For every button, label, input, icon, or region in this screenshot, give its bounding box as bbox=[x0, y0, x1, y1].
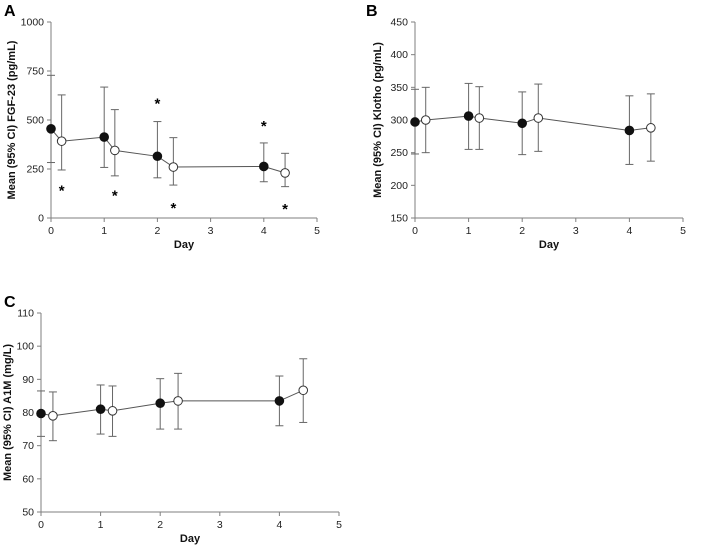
series-connecting-line bbox=[414, 115, 651, 132]
x-axis-title: Day bbox=[539, 239, 560, 251]
filled-circle-point bbox=[624, 125, 635, 136]
y-axis-title: Mean (95% CI) FGF-23 (pg/mL) bbox=[6, 40, 18, 199]
y-tick-label: 300 bbox=[390, 115, 408, 127]
filled-circle-point bbox=[463, 111, 474, 121]
significance-asterisk: * bbox=[112, 188, 118, 205]
significance-asterisk: * bbox=[170, 200, 176, 217]
open-circle-point bbox=[420, 115, 431, 125]
y-tick-label: 1000 bbox=[21, 17, 45, 29]
filled-circle-point bbox=[517, 118, 528, 129]
y-tick-label: 0 bbox=[38, 213, 44, 225]
x-tick-label: 4 bbox=[626, 225, 632, 237]
y-axis-title: Mean (95% CI) A1M (mg/L) bbox=[2, 344, 14, 481]
filled-circle-point bbox=[46, 124, 56, 134]
x-tick-label: 0 bbox=[412, 225, 418, 237]
y-tick-label: 100 bbox=[16, 341, 34, 353]
filled-circle-point bbox=[36, 408, 46, 419]
x-tick-label: 1 bbox=[98, 519, 104, 531]
open-circle-point bbox=[56, 136, 67, 146]
filled-circle-point bbox=[259, 161, 269, 172]
x-tick-label: 2 bbox=[154, 225, 160, 237]
y-tick-label: 450 bbox=[390, 17, 408, 29]
y-tick-label: 150 bbox=[390, 213, 408, 225]
x-tick-label: 0 bbox=[48, 225, 54, 237]
x-tick-label: 3 bbox=[208, 225, 214, 237]
x-tick-label: 4 bbox=[261, 225, 267, 237]
open-circle-point bbox=[474, 113, 485, 123]
y-tick-label: 250 bbox=[26, 164, 44, 176]
x-tick-label: 3 bbox=[217, 519, 223, 531]
y-tick-label: 750 bbox=[26, 66, 44, 78]
significance-asterisk: * bbox=[282, 201, 288, 218]
filled-circle-point bbox=[99, 132, 109, 142]
y-tick-label: 70 bbox=[22, 440, 34, 452]
open-circle-point bbox=[280, 168, 290, 178]
filled-circle-point bbox=[95, 404, 106, 414]
panel-letter: A bbox=[4, 3, 16, 20]
y-tick-label: 350 bbox=[390, 82, 408, 94]
panel-a-fgf23-chart: A 0 250 500 750 1000 0 1 2 3 4 5 Day Mean (95% CI) FG… bbox=[4, 3, 320, 251]
y-tick-label: 90 bbox=[22, 374, 34, 386]
y-tick-label: 60 bbox=[22, 473, 34, 485]
x-tick-label: 5 bbox=[336, 519, 342, 531]
series-connecting-line bbox=[50, 128, 286, 174]
open-circle-point bbox=[173, 396, 183, 406]
x-tick-label: 2 bbox=[519, 225, 525, 237]
panel-letter: B bbox=[366, 3, 378, 20]
filled-circle-point bbox=[274, 396, 285, 406]
open-circle-point bbox=[48, 411, 58, 421]
significance-asterisk: * bbox=[154, 95, 160, 112]
significance-asterisk: * bbox=[59, 183, 65, 200]
series-connecting-line bbox=[40, 389, 304, 417]
filled-circle-point bbox=[155, 398, 165, 409]
x-tick-label: 4 bbox=[276, 519, 282, 531]
y-tick-label: 200 bbox=[390, 180, 408, 192]
y-tick-label: 500 bbox=[26, 115, 44, 127]
y-tick-label: 110 bbox=[17, 308, 34, 320]
panel-b-klotho-chart: B 150 200 250 300 350 400 450 0 1 2 3 4 5 Day Mean (95%… bbox=[366, 3, 686, 251]
panel-c-a1m-chart: C 50 60 70 80 90 100 110 0 1 2 3 4 5 Day Mean (95% CI) … bbox=[2, 294, 342, 545]
y-tick-label: 250 bbox=[390, 147, 408, 159]
panel-letter: C bbox=[4, 294, 16, 311]
x-tick-label: 1 bbox=[466, 225, 472, 237]
open-circle-point bbox=[168, 162, 179, 172]
y-tick-label: 80 bbox=[22, 407, 34, 419]
x-tick-label: 5 bbox=[314, 225, 320, 237]
open-circle-point bbox=[646, 123, 656, 133]
open-circle-point bbox=[298, 385, 309, 396]
x-tick-label: 5 bbox=[680, 225, 686, 237]
x-tick-label: 3 bbox=[573, 225, 579, 237]
x-tick-label: 2 bbox=[157, 519, 163, 531]
y-tick-label: 50 bbox=[22, 507, 34, 519]
y-tick-label: 400 bbox=[390, 49, 408, 61]
filled-circle-point bbox=[410, 117, 420, 127]
x-tick-label: 0 bbox=[38, 519, 44, 531]
y-axis-title: Mean (95% CI) Klotho (pg/mL) bbox=[372, 42, 384, 198]
open-circle-point bbox=[107, 406, 118, 416]
open-circle-point bbox=[110, 145, 120, 156]
open-circle-point bbox=[533, 113, 544, 123]
significance-asterisk: * bbox=[261, 118, 267, 135]
filled-circle-point bbox=[152, 151, 163, 162]
x-axis-title: Day bbox=[174, 239, 195, 251]
x-tick-label: 1 bbox=[101, 225, 107, 237]
x-axis-title: Day bbox=[180, 533, 201, 545]
